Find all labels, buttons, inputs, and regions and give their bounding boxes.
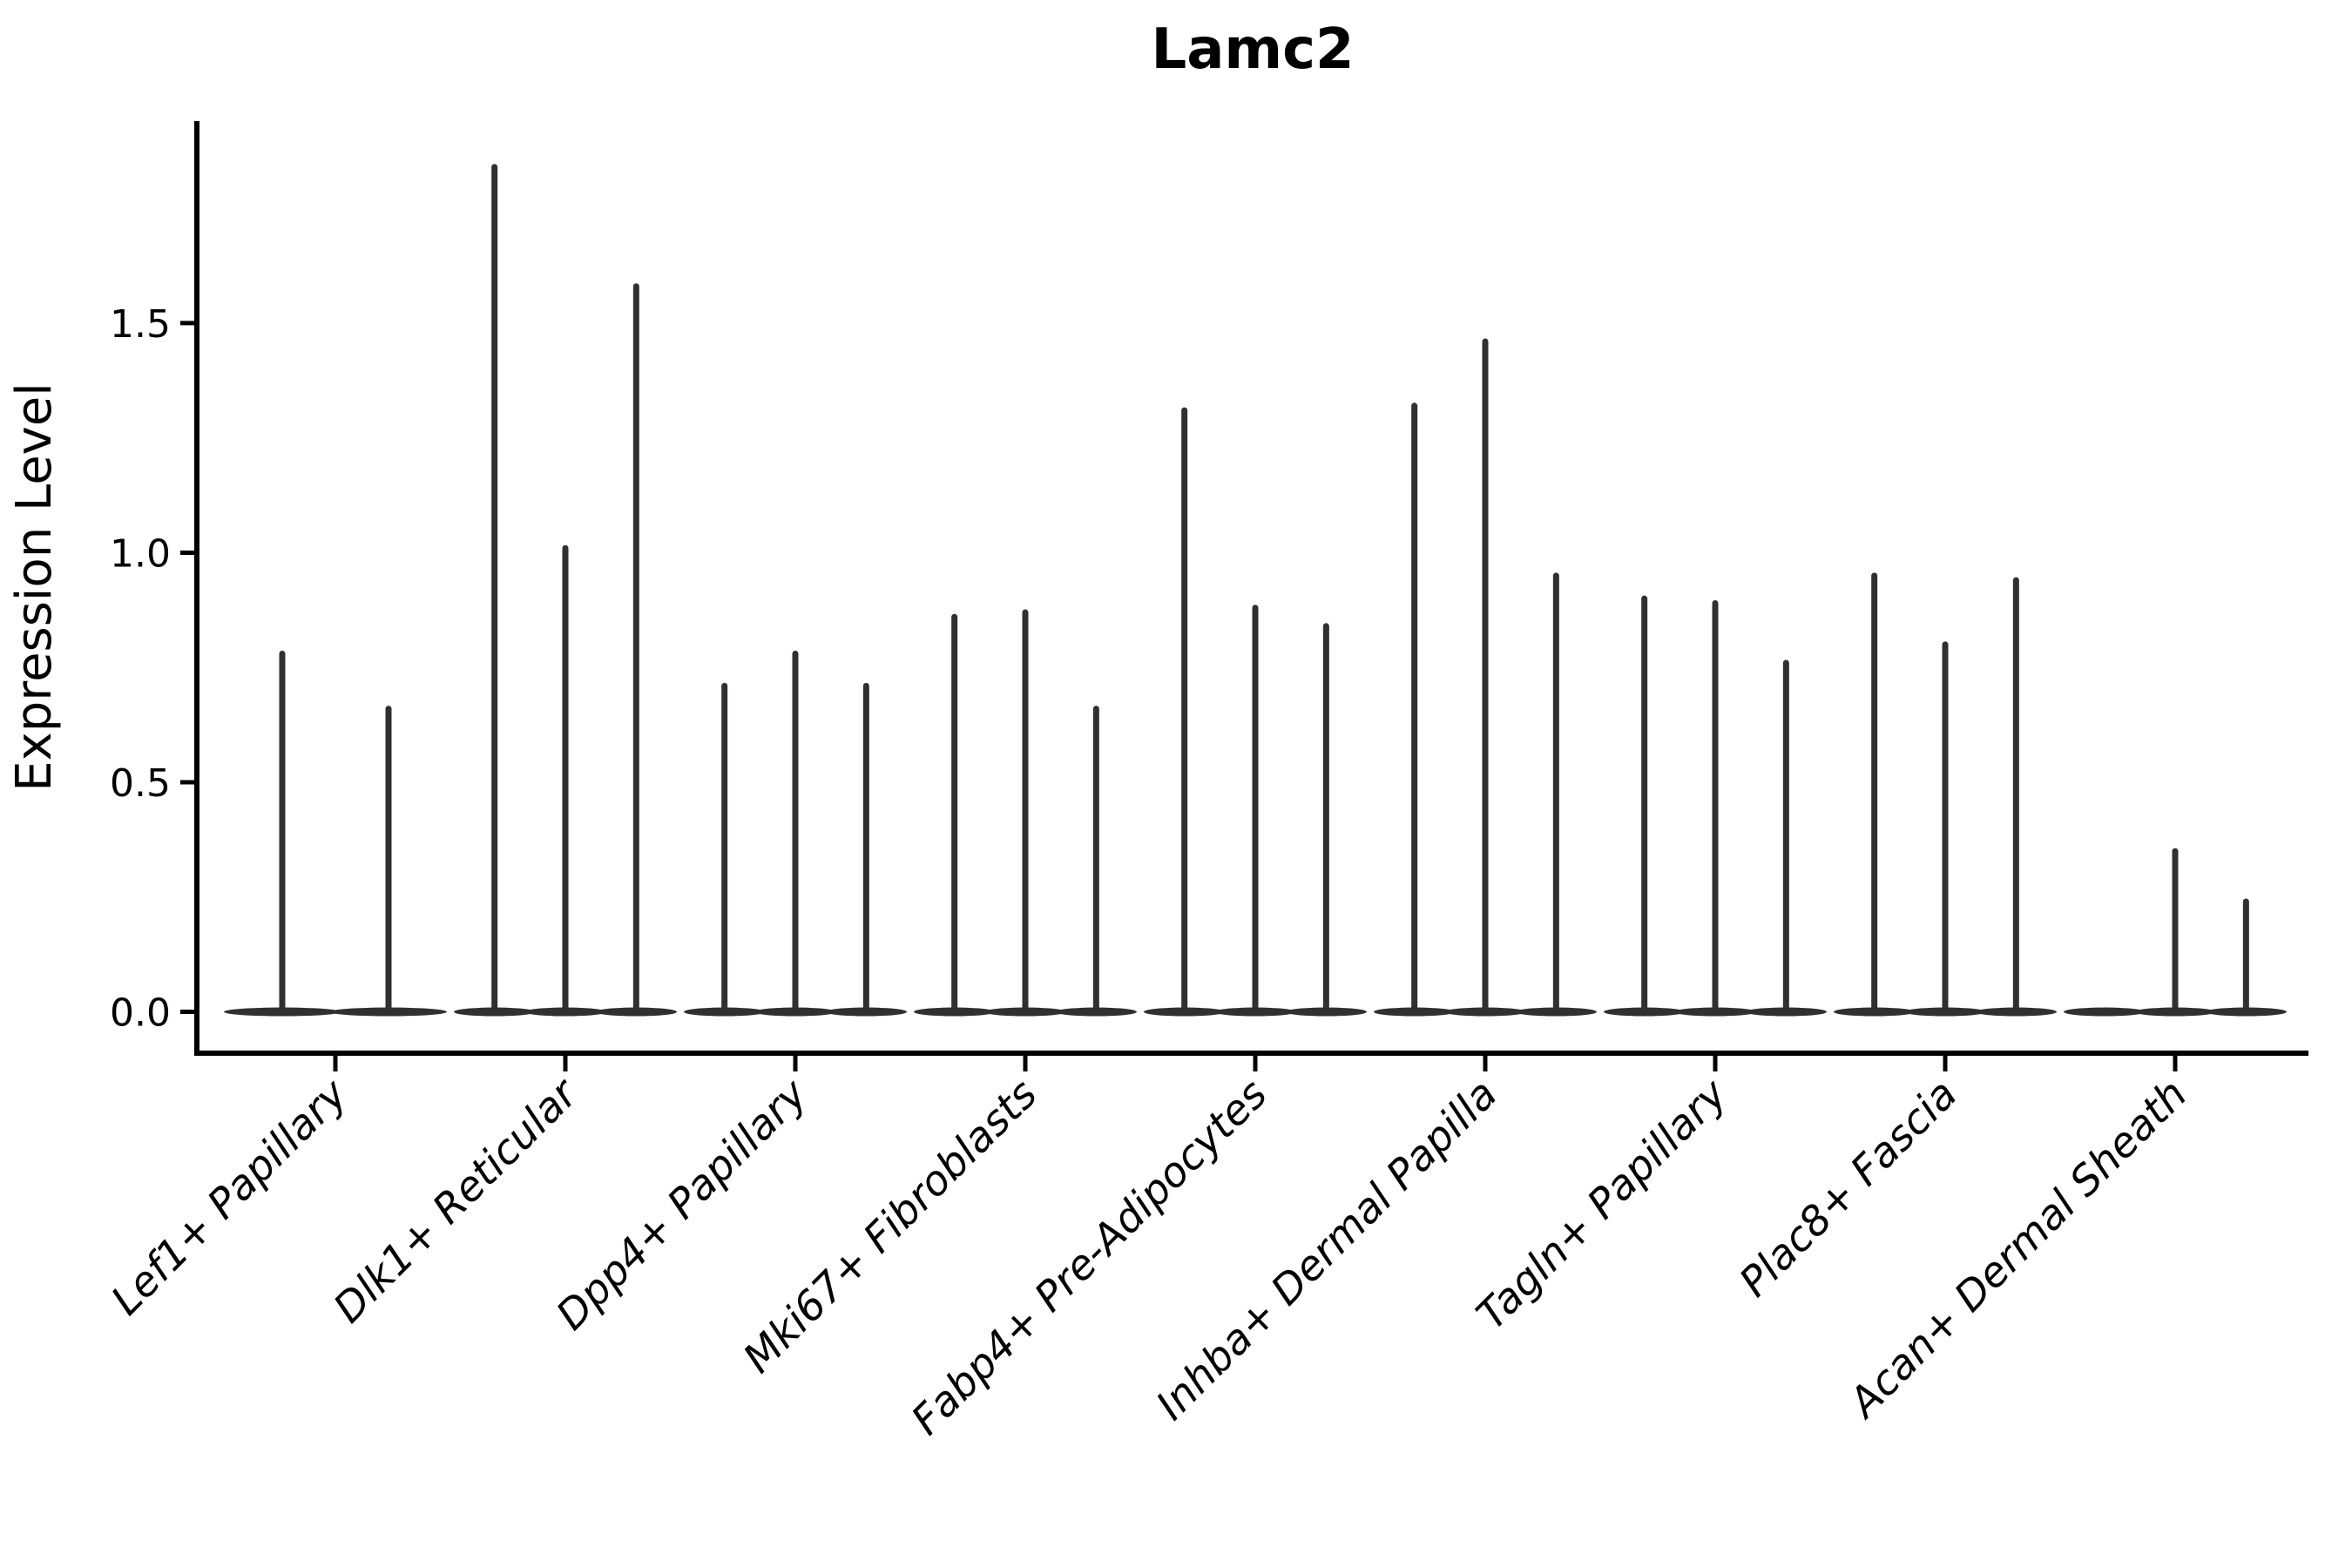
y-tick-label: 1.0 <box>110 531 171 576</box>
y-tick-label: 1.5 <box>110 302 171 347</box>
x-tick-label: Plac8+ Fascia <box>1730 1071 1966 1307</box>
chart-title: Lamc2 <box>1151 17 1354 82</box>
x-tick-label: Tagln+ Papillary <box>1468 1070 1738 1340</box>
y-tick-label: 0.0 <box>110 991 171 1036</box>
y-tick-label: 0.5 <box>110 761 171 806</box>
violin-base <box>2064 1007 2146 1017</box>
x-tick-label: Dlk1+ Reticular <box>325 1069 589 1333</box>
violins-layer <box>224 164 2287 1017</box>
y-axis-label: Expression Level <box>6 382 63 792</box>
x-tick-label: Dpp4+ Papillary <box>547 1070 817 1340</box>
x-tick-label: Lef1+ Papillary <box>102 1070 357 1325</box>
